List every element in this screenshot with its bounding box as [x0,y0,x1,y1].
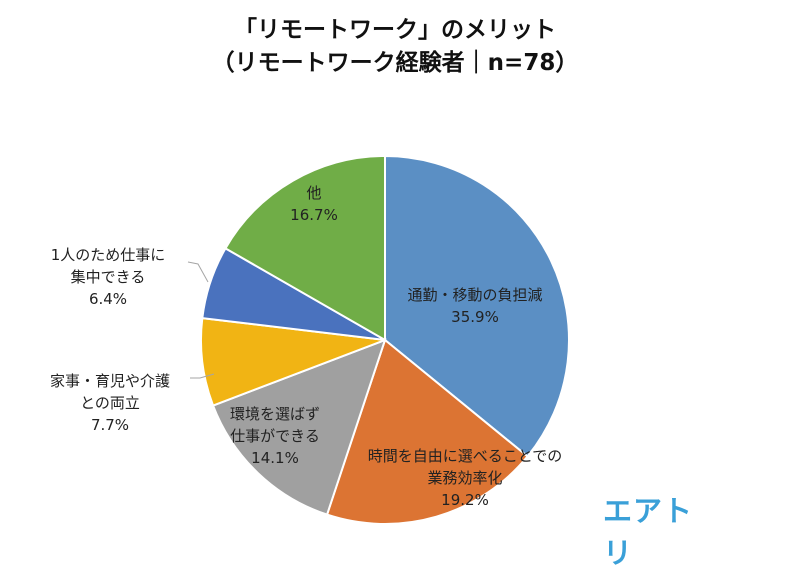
slice-value-label: 16.7% [290,206,338,224]
chart-title-line2: （リモートワーク経験者｜n=78） [211,50,579,76]
pie-slice-2 [325,338,529,525]
slice-label-text: 他 [306,184,322,202]
leader-line-4 [190,373,215,379]
slice-label-4: 家事・育児や介護 との両立 7.7% [50,370,170,436]
pie-slice-6 [224,154,386,342]
slice-label-text: 業務効率化 [427,469,503,487]
slice-label-3: 環境を選ばず 仕事ができる 14.1% [230,403,320,469]
slice-label-text: との両立 [80,394,140,412]
slice-value-label: 14.1% [251,449,299,467]
slice-label-2: 時間を自由に選べることでの 業務効率化 19.2% [368,445,563,511]
slice-value-label: 6.4% [88,290,128,308]
slice-label-text: 集中できる [70,268,146,286]
slice-value-label: 7.7% [90,416,130,434]
slice-label-text: 1人のため仕事に [50,246,166,264]
slice-label-1: 通勤・移動の負担減 35.9% [407,284,542,328]
pie-slice-1 [384,154,570,458]
chart-title-line1: 「リモートワーク」のメリット [234,17,556,43]
slice-label-5: 1人のため仕事に 集中できる 6.4% [51,244,166,310]
pie-slice-3 [211,338,387,516]
slice-value-label: 19.2% [441,491,489,509]
chart-title: 「リモートワーク」のメリット （リモートワーク経験者｜n=78） [0,14,790,80]
pie-chart [187,154,570,525]
slice-label-text: 環境を選ばず [229,405,321,423]
slice-label-6: 他 16.7% [290,182,338,226]
slice-value-label: 35.9% [451,308,499,326]
slice-label-text: 仕事ができる [230,427,320,445]
slice-label-text: 時間を自由に選べることでの [367,447,563,465]
slice-label-text: 家事・育児や介護 [49,372,171,390]
airtrip-logo: エアトリ [603,494,694,570]
slice-label-text: 通勤・移動の負担減 [407,286,543,304]
leader-line-5 [187,261,209,283]
